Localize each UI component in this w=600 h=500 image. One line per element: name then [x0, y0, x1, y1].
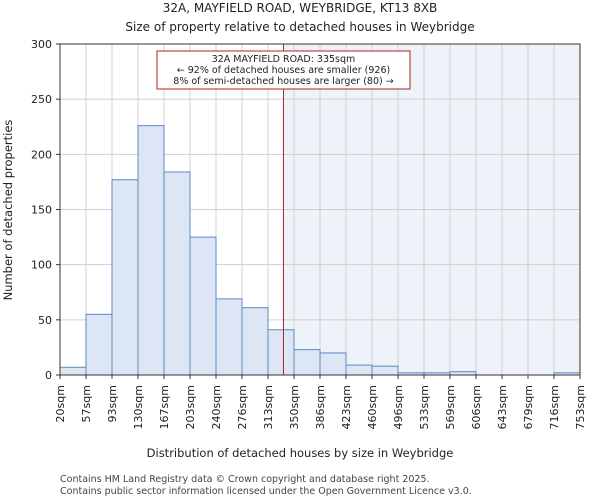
- x-tick-label: 606sqm: [470, 385, 483, 429]
- x-tick-label: 569sqm: [444, 385, 457, 429]
- bar-313sqm: [267, 329, 295, 376]
- annotation-line-1: 32A MAYFIELD ROAD: 335sqm: [212, 54, 356, 65]
- x-tick-label: 753sqm: [574, 385, 587, 429]
- y-axis-label: Number of detached properties: [1, 120, 15, 301]
- bar-423sqm: [345, 364, 373, 376]
- x-tick-label: 57sqm: [80, 385, 93, 422]
- y-tick-label: 0: [45, 369, 52, 382]
- x-tick-label: 130sqm: [132, 385, 145, 429]
- bar-203sqm: [189, 236, 217, 376]
- x-tick-label: 350sqm: [288, 385, 301, 429]
- bar-386sqm: [319, 352, 347, 376]
- bar-350sqm: [293, 349, 321, 376]
- footer-line-2: Contains public sector information licen…: [60, 486, 472, 497]
- annotation-line-3: 8% of semi-detached houses are larger (8…: [173, 76, 393, 87]
- annotation-box: 32A MAYFIELD ROAD: 335sqm ← 92% of detac…: [156, 50, 411, 90]
- chart-title: 32A, MAYFIELD ROAD, WEYBRIDGE, KT13 8XB: [163, 1, 438, 15]
- x-tick-label: 167sqm: [158, 385, 171, 429]
- annotation-line-2: ← 92% of detached houses are smaller (92…: [177, 65, 390, 76]
- x-tick-label: 533sqm: [418, 385, 431, 429]
- annotation-frame: [156, 50, 411, 90]
- x-tick-label: 313sqm: [262, 385, 275, 429]
- bar-276sqm: [241, 307, 269, 376]
- x-tick-label: 20sqm: [54, 385, 67, 422]
- x-axis-ticks: 20sqm 57sqm 93sqm 130sqm 167sqm 203sqm 240sqm 2…: [54, 375, 587, 429]
- y-axis-ticks: 0 50 100 150 200 250 300: [31, 38, 60, 382]
- y-tick-label: 200: [31, 148, 52, 161]
- y-tick-label: 250: [31, 93, 52, 106]
- x-tick-label: 240sqm: [210, 385, 223, 429]
- bar-167sqm: [163, 171, 191, 376]
- x-tick-label: 203sqm: [184, 385, 197, 429]
- bar-20sqm: [59, 366, 87, 376]
- x-tick-label: 423sqm: [340, 385, 353, 429]
- bar-460sqm: [371, 365, 399, 376]
- footer-line-1: Contains HM Land Registry data © Crown c…: [60, 474, 430, 485]
- x-axis-label: Distribution of detached houses by size …: [147, 446, 454, 460]
- x-tick-label: 386sqm: [314, 385, 327, 429]
- y-tick-label: 50: [38, 314, 52, 327]
- bar-130sqm: [137, 125, 165, 376]
- x-tick-label: 276sqm: [236, 385, 249, 429]
- x-tick-label: 716sqm: [548, 385, 561, 429]
- bar-93sqm: [111, 179, 139, 376]
- x-tick-label: 679sqm: [522, 385, 535, 429]
- x-tick-label: 93sqm: [106, 385, 119, 422]
- y-tick-label: 100: [31, 259, 52, 272]
- x-tick-label: 496sqm: [392, 385, 405, 429]
- x-tick-label: 460sqm: [366, 385, 379, 429]
- y-tick-label: 300: [31, 38, 52, 51]
- bar-240sqm: [215, 298, 243, 376]
- bar-57sqm: [85, 313, 113, 376]
- y-tick-label: 150: [31, 204, 52, 217]
- chart-subtitle: Size of property relative to detached ho…: [125, 20, 474, 34]
- x-tick-label: 643sqm: [496, 385, 509, 429]
